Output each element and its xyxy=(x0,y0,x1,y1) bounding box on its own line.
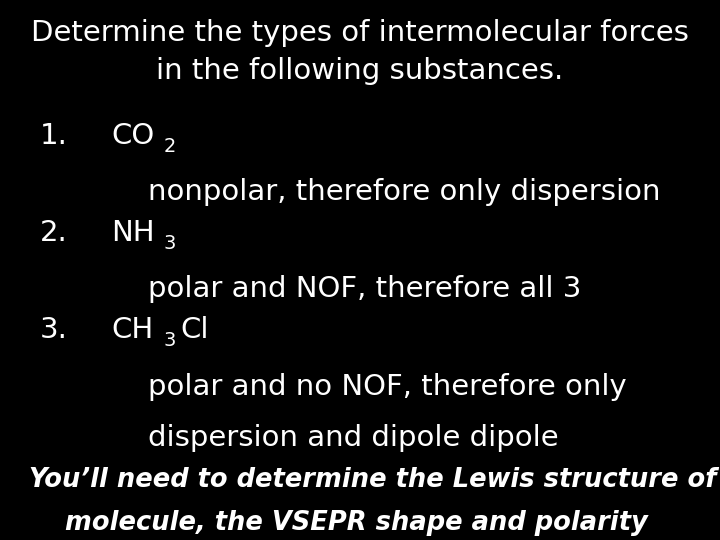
Text: nonpolar, therefore only dispersion: nonpolar, therefore only dispersion xyxy=(148,178,660,206)
Text: 2: 2 xyxy=(163,137,176,156)
Text: in the following substances.: in the following substances. xyxy=(156,57,564,85)
Text: CO: CO xyxy=(112,122,155,150)
Text: 3: 3 xyxy=(163,234,176,253)
Text: You’ll need to determine the Lewis structure of the: You’ll need to determine the Lewis struc… xyxy=(29,467,720,493)
Text: dispersion and dipole dipole: dispersion and dipole dipole xyxy=(148,424,558,452)
Text: 3: 3 xyxy=(163,331,176,350)
Text: Cl: Cl xyxy=(181,316,210,344)
Text: 3.: 3. xyxy=(40,316,68,344)
Text: 1.: 1. xyxy=(40,122,68,150)
Text: 2.: 2. xyxy=(40,219,68,247)
Text: Determine the types of intermolecular forces: Determine the types of intermolecular fo… xyxy=(31,19,689,47)
Text: molecule, the VSEPR shape and polarity: molecule, the VSEPR shape and polarity xyxy=(29,510,647,536)
Text: polar and NOF, therefore all 3: polar and NOF, therefore all 3 xyxy=(148,275,581,303)
Text: NH: NH xyxy=(112,219,156,247)
Text: polar and no NOF, therefore only: polar and no NOF, therefore only xyxy=(148,373,626,401)
Text: CH: CH xyxy=(112,316,154,344)
